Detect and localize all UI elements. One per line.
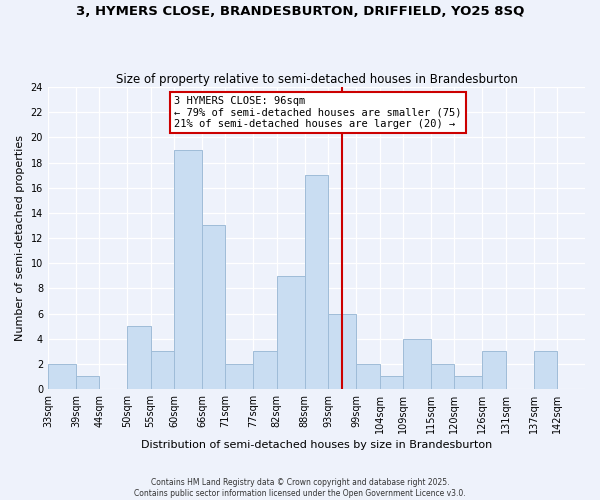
Bar — [356, 364, 380, 389]
Bar — [431, 364, 454, 389]
Bar — [533, 351, 557, 389]
Bar — [403, 338, 431, 389]
Bar — [380, 376, 403, 389]
Bar — [226, 364, 253, 389]
Text: 3, HYMERS CLOSE, BRANDESBURTON, DRIFFIELD, YO25 8SQ: 3, HYMERS CLOSE, BRANDESBURTON, DRIFFIEL… — [76, 5, 524, 18]
Bar — [277, 276, 305, 389]
Title: Size of property relative to semi-detached houses in Brandesburton: Size of property relative to semi-detach… — [116, 73, 517, 86]
Y-axis label: Number of semi-detached properties: Number of semi-detached properties — [15, 135, 25, 341]
Text: Contains HM Land Registry data © Crown copyright and database right 2025.
Contai: Contains HM Land Registry data © Crown c… — [134, 478, 466, 498]
Bar — [48, 364, 76, 389]
Bar — [151, 351, 174, 389]
Bar — [305, 175, 328, 389]
Bar — [76, 376, 99, 389]
Bar — [202, 226, 226, 389]
Text: 3 HYMERS CLOSE: 96sqm
← 79% of semi-detached houses are smaller (75)
21% of semi: 3 HYMERS CLOSE: 96sqm ← 79% of semi-deta… — [174, 96, 461, 129]
Bar — [482, 351, 506, 389]
Bar — [328, 314, 356, 389]
X-axis label: Distribution of semi-detached houses by size in Brandesburton: Distribution of semi-detached houses by … — [141, 440, 492, 450]
Bar — [174, 150, 202, 389]
Bar — [253, 351, 277, 389]
Bar — [454, 376, 482, 389]
Bar — [127, 326, 151, 389]
